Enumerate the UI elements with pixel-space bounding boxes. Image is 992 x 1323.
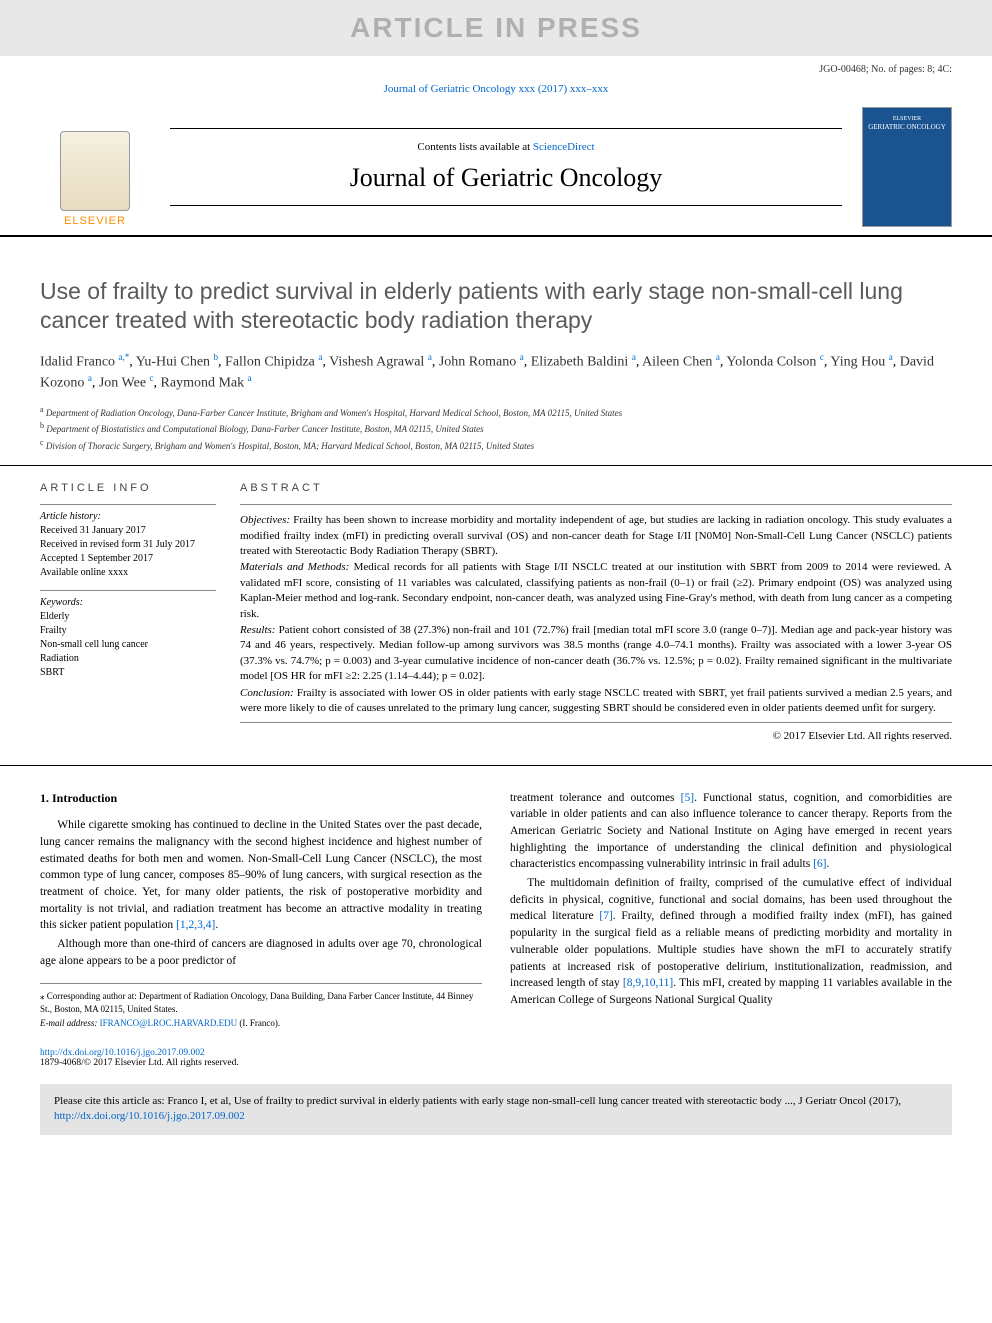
author-name: Fallon Chipidza — [225, 354, 315, 369]
author-name: Raymond Mak — [161, 376, 245, 391]
ref-link-5[interactable]: [5] — [681, 792, 694, 804]
abstract-label: abstract — [240, 482, 952, 494]
citation-text: Please cite this article as: Franco I, e… — [54, 1095, 901, 1107]
watermark-banner: ARTICLE IN PRESS — [0, 0, 992, 56]
affiliation-line: a Department of Radiation Oncology, Dana… — [40, 404, 952, 421]
keyword-line: Non-small cell lung cancer — [40, 638, 216, 652]
ref-link-1-4[interactable]: [1,2,3,4] — [176, 919, 215, 931]
article-info-column: article info Article history: Received 3… — [40, 482, 240, 744]
author-affil-sup: a — [428, 352, 432, 362]
author-affil-sup: a — [248, 373, 252, 383]
intro-para-1: While cigarette smoking has continued to… — [40, 817, 482, 934]
history-line: Available online xxxx — [40, 566, 216, 580]
body-two-column: 1. Introduction While cigarette smoking … — [0, 766, 992, 1048]
keywords-heading: Keywords: — [40, 590, 216, 608]
article-info-label: article info — [40, 482, 216, 494]
email-link[interactable]: IFRANCO@LROC.HARVARD.EDU — [100, 1018, 237, 1028]
abstract-materials: Materials and Methods: Medical records f… — [240, 560, 952, 622]
intro-para-4: The multidomain definition of frailty, c… — [510, 875, 952, 1008]
doi-link[interactable]: http://dx.doi.org/10.1016/j.jgo.2017.09.… — [40, 1048, 205, 1058]
author-name: Yolonda Colson — [726, 354, 816, 369]
author-affil-sup: a — [632, 352, 636, 362]
author-affil-sup: a — [889, 352, 893, 362]
journal-ref-link[interactable]: Journal of Geriatric Oncology xxx (2017)… — [384, 83, 609, 95]
doi-copyright: 1879-4068/© 2017 Elsevier Ltd. All right… — [40, 1058, 239, 1068]
keyword-line: SBRT — [40, 666, 216, 680]
author-name: Jon Wee — [99, 376, 146, 391]
masthead: ELSEVIER Contents lists available at Sci… — [0, 107, 992, 237]
author-affil-sup: a — [716, 352, 720, 362]
ref-link-6[interactable]: [6] — [813, 858, 826, 870]
author-name: Ying Hou — [830, 354, 885, 369]
body-right-column: treatment tolerance and outcomes [5]. Fu… — [510, 790, 952, 1032]
author-name: Idalid Franco — [40, 354, 115, 369]
keyword-line: Frailty — [40, 624, 216, 638]
email-line: E-mail address: IFRANCO@LROC.HARVARD.EDU… — [40, 1017, 482, 1030]
cover-publisher: ELSEVIER — [893, 116, 921, 122]
footnote-block: ⁎ Corresponding author at: Department of… — [40, 983, 482, 1030]
abstract-column: abstract Objectives: Frailty has been sh… — [240, 482, 952, 744]
author-affil-sup: a — [520, 352, 524, 362]
history-line: Received 31 January 2017 — [40, 524, 216, 538]
author-affil-sup: a,* — [119, 352, 130, 362]
abstract-conclusion: Conclusion: Frailty is associated with l… — [240, 686, 952, 717]
abstract-objectives: Objectives: Frailty has been shown to in… — [240, 513, 952, 559]
author-name: Aileen Chen — [642, 354, 712, 369]
introduction-heading: 1. Introduction — [40, 790, 482, 807]
author-affil-sup: c — [820, 352, 824, 362]
history-line: Accepted 1 September 2017 — [40, 552, 216, 566]
article-title: Use of frailty to predict survival in el… — [0, 237, 992, 351]
author-affil-sup: b — [214, 352, 219, 362]
author-name: Elizabeth Baldini — [531, 354, 629, 369]
intro-para-3: treatment tolerance and outcomes [5]. Fu… — [510, 790, 952, 873]
history-heading: Article history: — [40, 504, 216, 522]
affiliation-line: b Department of Biostatistics and Comput… — [40, 420, 952, 437]
elsevier-tree-icon — [60, 131, 130, 211]
keyword-line: Elderly — [40, 610, 216, 624]
citation-box: Please cite this article as: Franco I, e… — [40, 1084, 952, 1135]
journal-title: Journal of Geriatric Oncology — [170, 163, 842, 193]
keyword-line: Radiation — [40, 652, 216, 666]
abstract-copyright: © 2017 Elsevier Ltd. All rights reserved… — [240, 722, 952, 744]
author-name: Vishesh Agrawal — [329, 354, 424, 369]
watermark-text: ARTICLE IN PRESS — [350, 12, 642, 43]
intro-para-2: Although more than one-third of cancers … — [40, 936, 482, 969]
ref-link-7[interactable]: [7] — [599, 910, 612, 922]
author-name: John Romano — [439, 354, 516, 369]
author-affil-sup: a — [318, 352, 322, 362]
contents-available-line: Contents lists available at ScienceDirec… — [170, 141, 842, 153]
body-left-column: 1. Introduction While cigarette smoking … — [40, 790, 482, 1032]
publisher-name: ELSEVIER — [64, 215, 126, 227]
doi-block: http://dx.doi.org/10.1016/j.jgo.2017.09.… — [0, 1048, 992, 1084]
citation-doi-link[interactable]: http://dx.doi.org/10.1016/j.jgo.2017.09.… — [54, 1110, 245, 1122]
masthead-center: Contents lists available at ScienceDirec… — [170, 128, 842, 206]
sciencedirect-link[interactable]: ScienceDirect — [533, 141, 595, 153]
abstract-results: Results: Patient cohort consisted of 38 … — [240, 623, 952, 685]
info-abstract-row: article info Article history: Received 3… — [0, 466, 992, 765]
author-name: Yu-Hui Chen — [136, 354, 210, 369]
affiliation-list: a Department of Radiation Oncology, Dana… — [0, 404, 992, 467]
journal-cover-thumbnail[interactable]: ELSEVIER GERIATRIC ONCOLOGY — [862, 107, 952, 227]
corresponding-author-note: ⁎ Corresponding author at: Department of… — [40, 990, 482, 1015]
author-affil-sup: a — [88, 373, 92, 383]
ref-link-8-11[interactable]: [8,9,10,11] — [623, 977, 673, 989]
publisher-logo[interactable]: ELSEVIER — [40, 107, 150, 227]
affiliation-line: c Division of Thoracic Surgery, Brigham … — [40, 437, 952, 454]
author-list: Idalid Franco a,*, Yu-Hui Chen b, Fallon… — [0, 351, 992, 404]
abstract-body: Objectives: Frailty has been shown to in… — [240, 504, 952, 744]
author-affil-sup: c — [150, 373, 154, 383]
cover-title: GERIATRIC ONCOLOGY — [868, 124, 946, 132]
header-metadata: JGO-00468; No. of pages: 8; 4C: — [0, 56, 992, 79]
journal-reference-line: Journal of Geriatric Oncology xxx (2017)… — [0, 79, 992, 107]
history-line: Received in revised form 31 July 2017 — [40, 538, 216, 552]
